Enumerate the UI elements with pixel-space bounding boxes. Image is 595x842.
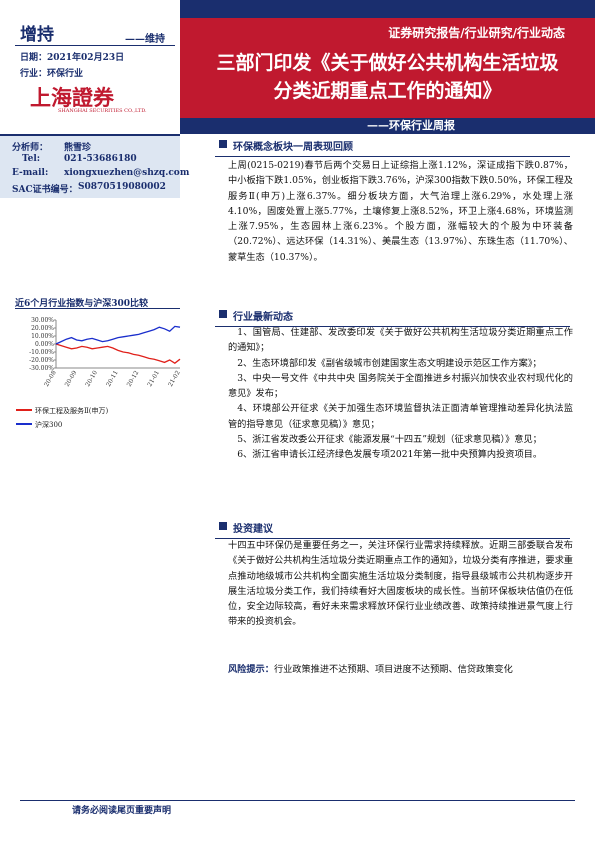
footer: 请务必阅读尾页重要声明 — [72, 806, 172, 816]
label: SAC证书编号： — [12, 185, 78, 195]
label: 分析师： — [12, 143, 49, 153]
x-tick-label: 20-08 — [43, 369, 58, 388]
series-line — [55, 343, 181, 364]
value: S0870519080002 — [78, 182, 166, 192]
list-item: 1、国管局、住建部、发改委印发《关于做好公共机构生活垃圾分类近期重点工作的通知》… — [228, 327, 573, 354]
rule — [20, 800, 575, 801]
title-band — [180, 18, 595, 118]
y-tick-label: 0.00% — [35, 341, 54, 348]
list-item: 6、浙江省申请长江经济绿色发展专项2021年第一批中央预算内投资项目。 — [237, 449, 543, 461]
subtitle-bar — [180, 118, 595, 134]
rating: 增持 — [20, 25, 54, 45]
analyst-box: 分析师： 熊雪珍 Tel: 021-53686180 E-mail: xiong… — [0, 134, 189, 198]
y-tick-label: -10.00% — [29, 349, 54, 356]
y-tick-label: -20.00% — [29, 357, 54, 364]
value: 021-53686180 — [64, 154, 137, 164]
risk-label: 风险提示： — [228, 664, 274, 675]
legend-label: 沪深300 — [35, 420, 62, 429]
report-category: 证券研究报告/行业研究/行业动态 — [388, 26, 565, 40]
series-line — [55, 325, 181, 345]
title-line: 分类近期重点工作的通知》 — [273, 80, 502, 102]
value: xiongxuezhen@shzq.com — [64, 168, 190, 178]
section-heading: 投资建议 — [215, 520, 570, 539]
logo-en: SHANGHAI SECURITIES CO.,LTD. — [58, 108, 147, 114]
value: 熊雪珍 — [64, 143, 92, 153]
subtitle: ——环保行业周报 — [367, 119, 455, 132]
x-tick-label: 20-12 — [126, 369, 141, 388]
rating-note: ——维持 — [125, 34, 165, 45]
item-list: 1、国管局、住建部、发改委印发《关于做好公共机构生活垃圾分类近期重点工作的通知》… — [228, 325, 573, 463]
section-heading: 行业最新动态 — [215, 308, 570, 327]
list-item: 3、中央一号文件《中共中央 国务院关于全面推进乡村振兴加快农业农村现代化的意见》… — [228, 372, 573, 400]
paragraph: 十四五中环保仍是重要任务之一，关注环保行业需求持续释放。近期三部委联合发布《关于… — [228, 540, 573, 628]
top-bar — [180, 0, 595, 18]
y-tick-label: 30.00% — [31, 317, 54, 324]
label: E-mail: — [12, 168, 49, 178]
list-item: 5、浙江省发改委公开征求《能源发展“十四五”规划（征求意见稿）》意见； — [237, 434, 542, 446]
paragraph: 上周(0215-0219)春节后两个交易日上证综指上涨1.12%，深证成指下跌0… — [228, 160, 573, 263]
x-tick-label: 20-10 — [84, 369, 99, 388]
title-line: 三部门印发《关于做好公共机构生活垃圾 — [216, 52, 559, 74]
y-tick-label: -30.00% — [29, 365, 54, 372]
chart: 30.00%20.00%10.00%0.00%-10.00%-20.00%-30… — [16, 317, 182, 429]
x-tick-label: 20-09 — [64, 369, 79, 388]
y-tick-label: 20.00% — [31, 325, 54, 332]
logo: 上海證券 — [30, 86, 114, 110]
list-item: 4、环境部公开征求《关于加强生态环境监督执法正面清单管理推动差异化执法监管的指导… — [228, 403, 573, 430]
rule — [15, 45, 175, 46]
risk-text: 行业政策推进不达预期、项目进度不达预期、信贷政策变化 — [273, 664, 513, 675]
date: 日期：2021年02月23日 — [20, 53, 125, 63]
y-tick-label: 10.00% — [31, 333, 54, 340]
x-tick-label: 21-02 — [167, 369, 182, 388]
chart-title: 近6个月行业指数与沪深300比较 — [15, 299, 149, 309]
section-heading: 环保概念板块一周表现回顾 — [215, 138, 570, 157]
x-tick-label: 21-01 — [146, 370, 161, 388]
industry: 行业：环保行业 — [20, 69, 84, 79]
list-item: 2、生态环境部印发《副省级城市创建国家生态文明建设示范区工作方案》； — [237, 357, 542, 369]
rule — [15, 308, 180, 309]
label: Tel: — [22, 154, 41, 164]
risk: 风险提示：行业政策推进不达预期、项目进度不达预期、信贷政策变化 — [228, 662, 573, 677]
x-tick-label: 20-11 — [105, 370, 120, 388]
legend-label: 环保工程及服务Ⅱ(申万) — [35, 406, 108, 415]
